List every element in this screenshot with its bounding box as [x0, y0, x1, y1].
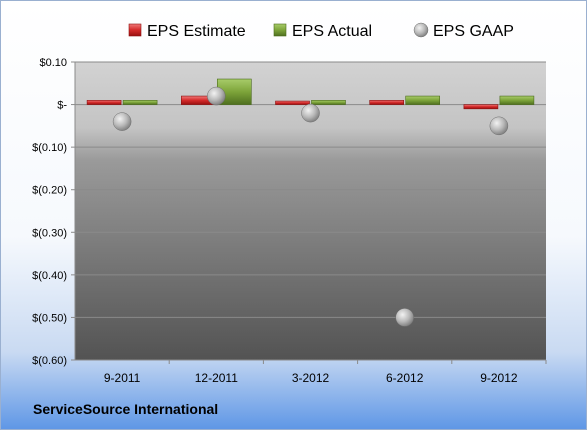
x-tick-label: 9-2011: [104, 371, 141, 385]
legend-label: EPS Estimate: [147, 23, 246, 40]
y-tick-label: $(0.60): [32, 355, 67, 367]
bar-eps-estimate: [86, 100, 122, 105]
legend-label: EPS Actual: [292, 23, 372, 40]
y-tick-label: $(0.30): [32, 227, 67, 239]
x-tick-label: 3-2012: [292, 371, 330, 385]
y-tick-label: $0.10: [39, 57, 67, 69]
y-tick-label: $(0.10): [32, 142, 67, 154]
bar-eps-estimate: [463, 104, 499, 110]
bar-eps-actual: [405, 95, 441, 105]
bar-eps-estimate: [369, 100, 405, 105]
y-tick-label: $-: [57, 100, 67, 112]
point-eps-gaap: [395, 308, 414, 327]
bar-eps-actual: [311, 100, 346, 105]
bar-eps-actual: [499, 95, 535, 105]
y-tick-label: $(0.50): [32, 312, 67, 324]
legend-marker-eps-estimate: [128, 23, 142, 37]
x-tick-label: 6-2012: [386, 371, 424, 385]
y-tick-label: $(0.20): [32, 185, 67, 197]
company-name: ServiceSource International: [33, 401, 219, 417]
point-eps-gaap: [207, 86, 226, 106]
x-tick-label: 9-2012: [480, 371, 518, 385]
bar-eps-estimate: [275, 100, 310, 105]
point-eps-gaap: [489, 116, 509, 136]
point-eps-gaap: [301, 103, 320, 123]
bar-eps-actual: [122, 100, 158, 105]
legend-marker-eps-gaap: [413, 22, 429, 38]
legend-marker-eps-actual: [273, 23, 287, 37]
legend-label: EPS GAAP: [433, 23, 514, 40]
y-tick-label: $(0.40): [32, 270, 67, 282]
point-eps-gaap: [112, 112, 132, 131]
x-tick-label: 12-2011: [195, 371, 238, 385]
